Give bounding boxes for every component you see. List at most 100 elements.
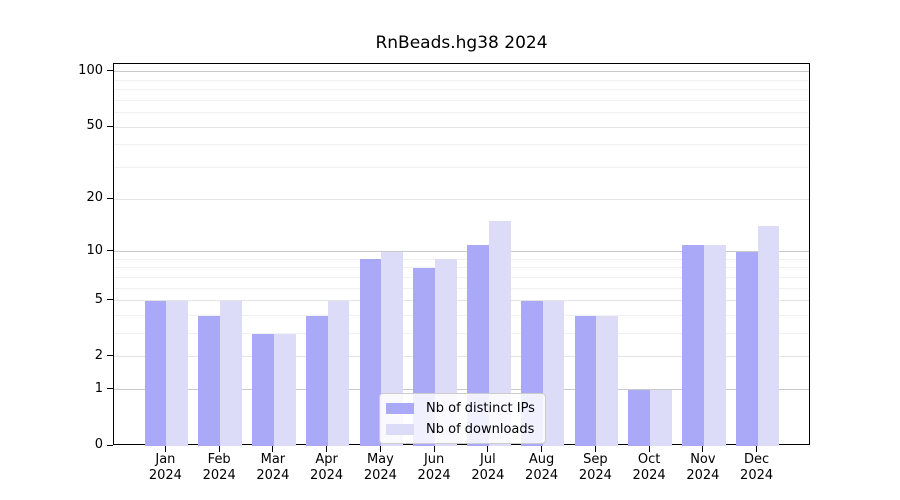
- x-tick-year: 2024: [417, 468, 451, 483]
- bar-distinct-ips: [252, 333, 274, 446]
- legend-label-distinct-ips: Nb of distinct IPs: [426, 400, 535, 416]
- x-tick-year: 2024: [740, 468, 774, 483]
- y-tick-label: 100: [78, 62, 103, 78]
- legend: Nb of distinct IPs Nb of downloads: [379, 393, 546, 444]
- gridline: [114, 99, 809, 101]
- y-tick-mark: [107, 70, 113, 72]
- gridline: [114, 89, 809, 91]
- x-tick-mark: [379, 446, 381, 452]
- gridline: [114, 287, 809, 289]
- gridline: [114, 251, 809, 252]
- gridline: [114, 300, 809, 302]
- x-tick-month: Jul: [480, 452, 496, 467]
- y-tick-label: 1: [94, 380, 103, 396]
- y-tick-mark: [107, 444, 113, 446]
- bar-downloads: [650, 389, 672, 446]
- x-tick-label: Oct 2024: [617, 452, 681, 484]
- gridline: [114, 258, 809, 260]
- x-tick-month: May: [366, 452, 394, 467]
- gridline: [114, 389, 809, 391]
- bar-downloads: [596, 315, 619, 446]
- x-tick-mark: [326, 446, 328, 452]
- x-tick-month: Nov: [690, 452, 716, 467]
- gridline: [114, 144, 809, 146]
- bar-distinct-ips: [144, 300, 167, 446]
- x-tick-year: 2024: [363, 468, 397, 483]
- x-tick-year: 2024: [686, 468, 720, 483]
- bar-distinct-ips: [682, 244, 704, 446]
- x-tick-label: Nov 2024: [671, 452, 735, 484]
- gridline: [114, 71, 809, 73]
- bar-downloads: [542, 300, 565, 446]
- x-tick-month: Oct: [637, 452, 661, 467]
- bar-distinct-ips: [735, 251, 758, 446]
- x-tick-year: 2024: [256, 468, 290, 483]
- x-tick-mark: [541, 446, 543, 452]
- y-tick-label: 20: [86, 190, 103, 206]
- y-tick-label: 10: [86, 242, 103, 258]
- bar-downloads: [166, 300, 189, 446]
- x-tick-mark: [218, 446, 220, 452]
- y-tick-mark: [107, 388, 113, 390]
- x-tick-month: Apr: [315, 452, 338, 467]
- y-tick-label: 5: [94, 291, 103, 307]
- x-tick-year: 2024: [310, 468, 344, 483]
- bar-downloads: [488, 221, 511, 446]
- x-tick-mark: [433, 446, 435, 452]
- gridline: [114, 126, 809, 128]
- gridline: [114, 198, 809, 200]
- gridline: [114, 276, 809, 278]
- bar-distinct-ips: [198, 315, 221, 446]
- x-tick-label: Sep 2024: [563, 452, 627, 484]
- x-tick-year: 2024: [202, 468, 236, 483]
- y-tick-label: 0: [94, 437, 103, 452]
- legend-swatch-distinct-ips: [386, 402, 414, 414]
- bar-downloads: [757, 226, 780, 446]
- x-tick-mark: [272, 446, 274, 452]
- bar-distinct-ips: [359, 259, 382, 447]
- x-tick-month: Jun: [423, 452, 445, 467]
- x-tick-month: Mar: [260, 452, 286, 467]
- gridline: [114, 315, 809, 316]
- x-tick-label: Jul 2024: [456, 452, 520, 484]
- x-tick-mark: [702, 446, 704, 452]
- x-tick-month: Dec: [744, 452, 770, 467]
- gridline: [114, 79, 809, 81]
- x-tick-year: 2024: [525, 468, 559, 483]
- y-tick-label: 50: [86, 118, 103, 134]
- x-tick-mark: [164, 446, 166, 452]
- x-tick-label: Apr 2024: [295, 452, 359, 484]
- x-tick-mark: [487, 446, 489, 452]
- x-tick-month: Aug: [528, 452, 555, 467]
- legend-swatch-downloads: [386, 423, 414, 435]
- x-tick-year: 2024: [632, 468, 666, 483]
- legend-label-downloads: Nb of downloads: [426, 421, 535, 437]
- x-tick-label: Aug 2024: [510, 452, 574, 484]
- plot-area: Nb of distinct IPs Nb of downloads: [113, 63, 810, 447]
- y-tick-mark: [107, 197, 113, 199]
- x-tick-year: 2024: [471, 468, 505, 483]
- x-tick-year: 2024: [578, 468, 612, 483]
- gridline: [114, 112, 809, 114]
- y-tick-mark: [107, 125, 113, 127]
- gridline: [114, 333, 809, 335]
- x-tick-label: Jun 2024: [402, 452, 466, 484]
- x-tick-mark: [594, 446, 596, 452]
- y-tick-mark: [107, 299, 113, 301]
- bar-downloads: [273, 333, 296, 446]
- bar-downloads: [327, 300, 350, 446]
- y-tick-mark: [107, 355, 113, 357]
- bar-downloads: [220, 300, 242, 446]
- x-tick-label: Jan 2024: [133, 452, 197, 484]
- x-tick-label: Mar 2024: [241, 452, 305, 484]
- legend-item-distinct-ips: Nb of distinct IPs: [386, 399, 535, 417]
- bar-downloads: [703, 244, 726, 446]
- y-tick-label: 2: [94, 347, 103, 363]
- bar-distinct-ips: [628, 389, 651, 446]
- chart-title: RnBeads.hg38 2024: [375, 33, 548, 53]
- bar-distinct-ips: [305, 315, 328, 446]
- legend-item-downloads: Nb of downloads: [386, 420, 535, 438]
- x-tick-label: May 2024: [348, 452, 412, 484]
- x-tick-mark: [756, 446, 758, 452]
